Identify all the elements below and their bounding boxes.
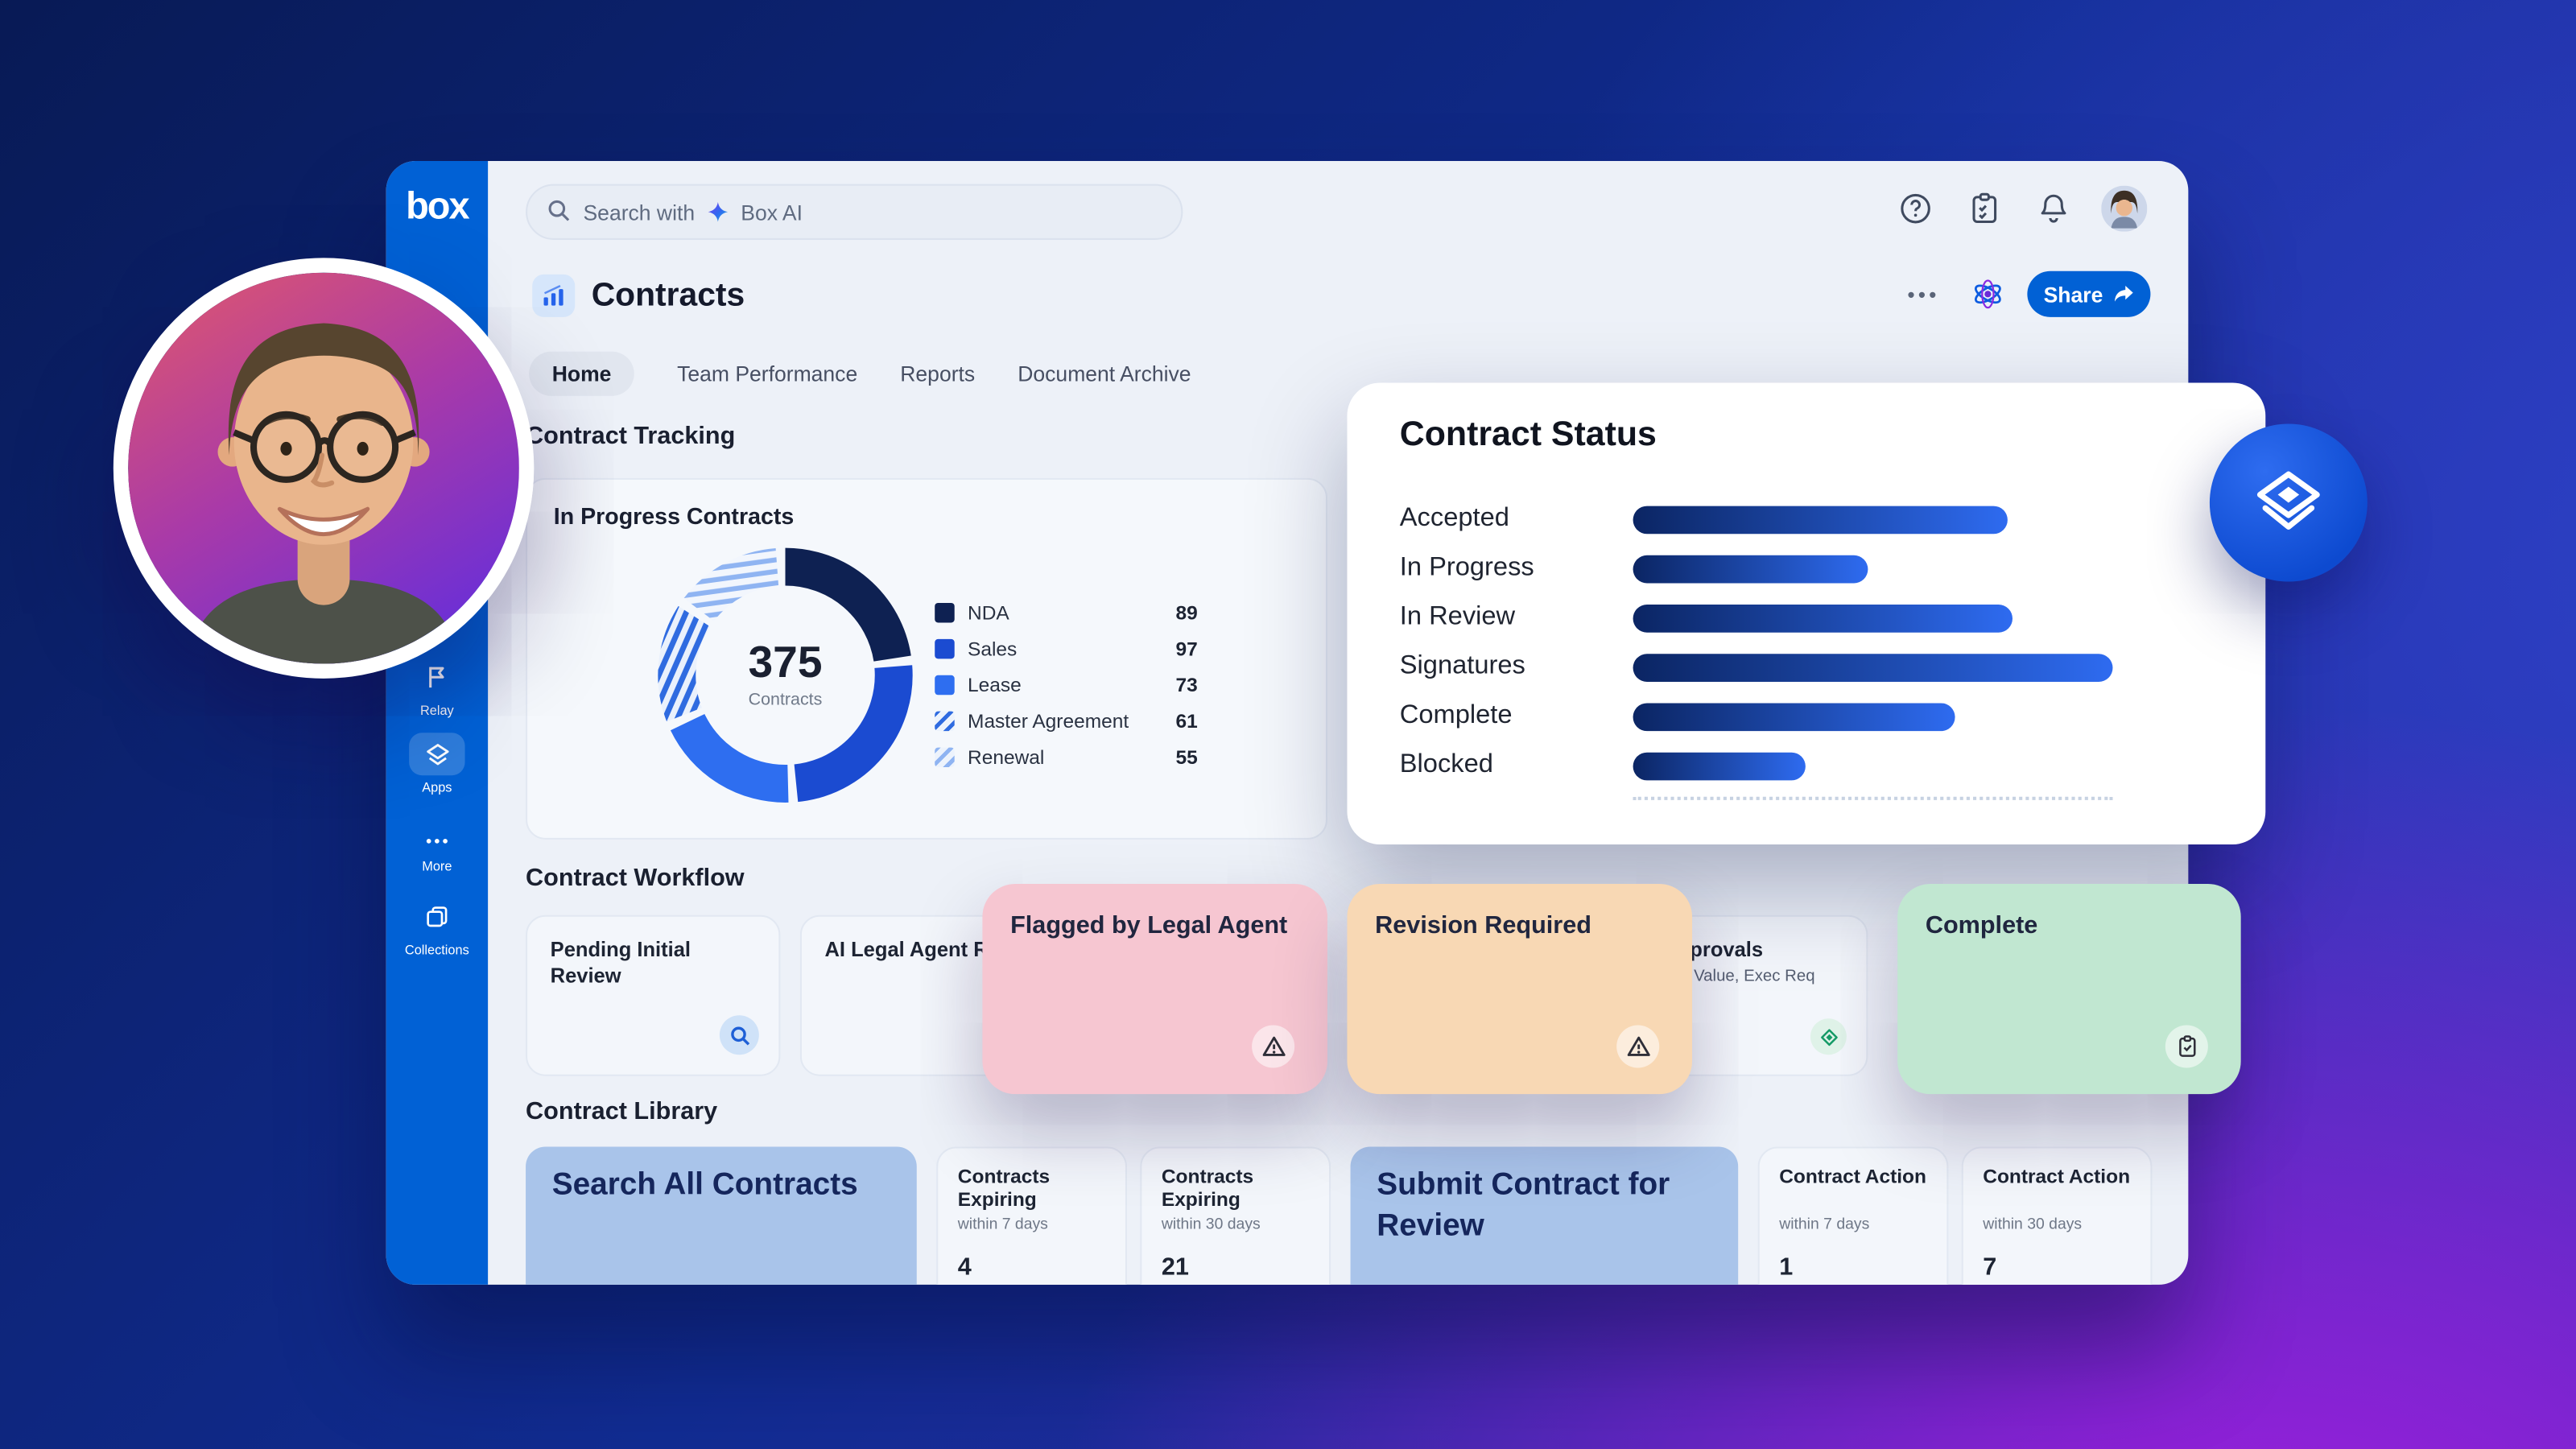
warning-triangle-icon [1616,1025,1660,1068]
status-row: Complete [1400,691,2172,741]
legend-swatch [935,638,955,659]
contract-status-card: Contract Status Accepted In Progress In … [1347,382,2266,844]
help-icon[interactable] [1894,188,1935,229]
sidebar-item-apps[interactable]: Apps [386,733,489,795]
tab-bar: Home Team Performance Reports Document A… [529,351,1191,396]
workflow-card-revision-required[interactable]: Revision Required [1347,883,1693,1095]
status-bar-in-progress [1633,554,1868,583]
warning-triangle-icon [1252,1025,1295,1068]
in-progress-contracts-card: In Progress Contracts 375 [526,477,1327,840]
search-placeholder-prefix: Search with [583,199,696,225]
relay-flag-icon [424,663,451,698]
status-bars: Accepted In Progress In Review Signature… [1400,494,2172,790]
card-title: In Progress Contracts [553,502,795,530]
search-input[interactable]: Search with Box AI [526,184,1183,240]
stat-value: 1 [1779,1253,1794,1282]
donut-total: 375 [748,637,823,687]
status-bar-in-review [1633,603,2013,632]
status-row: Signatures [1400,642,2172,691]
tab-team-performance[interactable]: Team Performance [677,361,858,386]
donut-legend: NDA 89 Sales 97 Lease 73 Master Agreement 61… [935,595,1198,775]
library-card-submit-contract[interactable]: Submit Contract for Review [1350,1146,1739,1285]
donut-total-label: Contracts [748,690,823,710]
search-icon [547,198,571,226]
library-card-search-all-contracts[interactable]: Search All Contracts [526,1146,917,1285]
library-card-expiring-30-days[interactable]: Contracts Expiring within 30 days 21 [1140,1146,1331,1285]
workflow-card-pending-initial-review[interactable]: Pending Initial Review [526,914,781,1076]
workflow-card-flagged-by-legal-agent[interactable]: Flagged by Legal Agent [982,883,1327,1095]
apps-diamond-icon [409,733,465,776]
status-row: Blocked [1400,741,2172,790]
box-ai-spark-icon [708,202,728,222]
stat-value: 21 [1161,1253,1189,1282]
collections-icon [424,903,451,938]
workflow-card-subtitle: Value, Exec Req [1694,968,1815,986]
topbar-actions [1894,185,2148,232]
share-arrow-icon [2113,284,2135,303]
legend-swatch [935,675,955,696]
status-row: In Review [1400,593,2172,642]
workflow-card-complete[interactable]: Complete [1897,883,2241,1095]
more-dots-icon [424,824,451,854]
workflow-card-approvals[interactable]: Approvals Value, Exec Req [1637,914,1868,1076]
search-placeholder-brand: Box AI [741,199,803,225]
legend-item: Master Agreement 61 [935,703,1198,739]
library-card-expiring-7-days[interactable]: Contracts Expiring within 7 days 4 [936,1146,1127,1285]
box-logo: box [406,184,469,227]
main-content: Search with Box AI [488,161,2188,1285]
box-ai-atom-icon[interactable] [1967,273,2009,316]
layers-diamond-badge [2209,423,2368,582]
tab-reports[interactable]: Reports [900,361,976,386]
legend-swatch [935,747,955,768]
search-chip-icon [719,1015,759,1055]
status-row: Accepted [1400,494,2172,543]
sidebar-item-relay[interactable]: Relay [386,663,489,718]
legend-swatch [935,602,955,623]
status-bar-blocked [1633,751,1806,780]
donut-chart: 375 Contracts [654,544,917,807]
stat-value: 4 [957,1253,972,1282]
status-bar-accepted [1633,505,2008,534]
person-portrait [113,258,535,679]
legend-item: Lease 73 [935,667,1198,704]
section-heading-contract-library: Contract Library [526,1097,718,1125]
dotted-baseline [1633,796,2113,800]
user-avatar[interactable] [2101,185,2148,232]
legend-swatch [935,711,955,732]
diamond-pen-icon [1810,1018,1847,1055]
library-card-action-30-days[interactable]: Contract Action within 30 days 7 [1961,1146,2153,1285]
share-button[interactable]: Share [2027,270,2151,317]
more-options-button[interactable]: ••• [1907,283,1940,308]
section-heading-contract-tracking: Contract Tracking [526,422,736,451]
sidebar-item-collections[interactable]: Collections [386,903,489,958]
sidebar-item-more[interactable]: More [386,824,489,874]
legend-item: Sales 97 [935,631,1198,667]
stat-value: 7 [1983,1253,1997,1282]
legend-item: Renewal 55 [935,739,1198,775]
tab-document-archive[interactable]: Document Archive [1018,361,1191,386]
page-title: Contracts [591,277,745,314]
contracts-chart-icon [532,274,576,317]
notifications-bell-icon[interactable] [2032,188,2073,229]
status-bar-signatures [1633,653,2113,681]
status-row: In Progress [1400,544,2172,593]
library-card-action-7-days[interactable]: Contract Action within 7 days 1 [1757,1146,1949,1285]
status-bar-complete [1633,702,1955,731]
donut-center: 375 Contracts [654,544,917,807]
tab-home[interactable]: Home [529,351,635,396]
status-card-title: Contract Status [1399,415,1657,454]
checklist-icon[interactable] [1963,188,2004,229]
legend-item: NDA 89 [935,595,1198,631]
clipboard-check-icon [2165,1025,2208,1068]
section-heading-contract-workflow: Contract Workflow [526,864,745,893]
